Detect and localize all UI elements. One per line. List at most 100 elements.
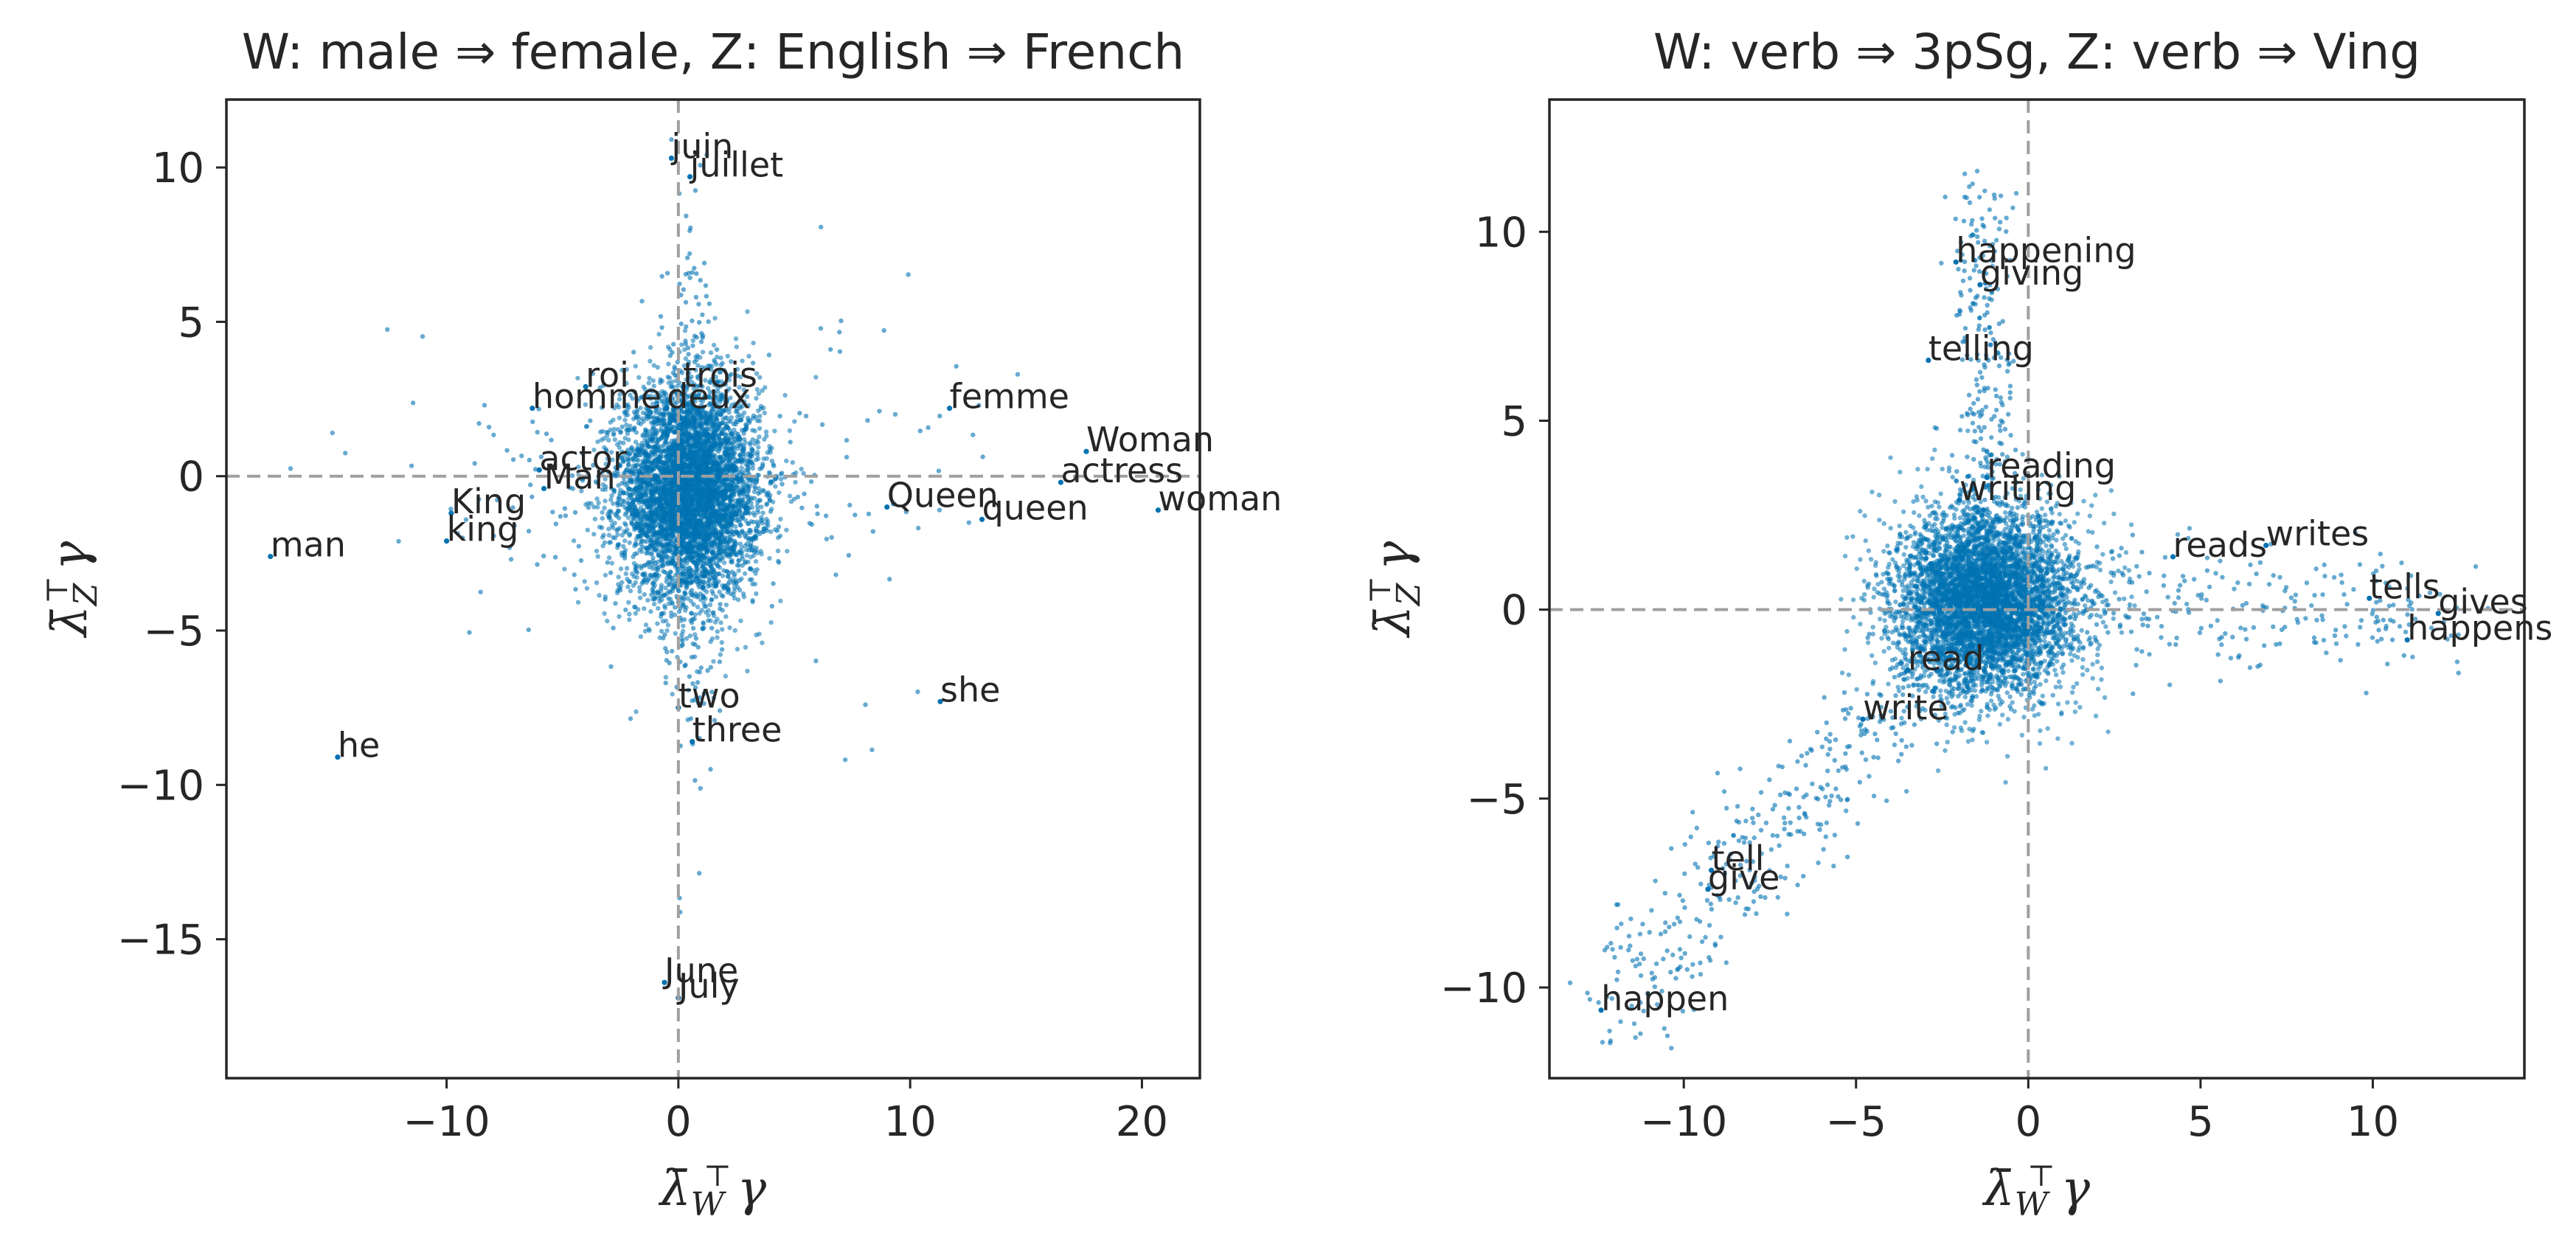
- scatter-point: [683, 356, 689, 361]
- scatter-point: [659, 583, 664, 588]
- scatter-point: [642, 605, 647, 611]
- scatter-point: [760, 521, 765, 526]
- scatter-point: [722, 583, 727, 589]
- scatter-point: [763, 385, 768, 390]
- scatter-point: [602, 505, 607, 511]
- scatter-point: [709, 636, 715, 642]
- scatter-point: [735, 367, 740, 372]
- scatter-point: [721, 548, 726, 553]
- scatter-point: [711, 342, 717, 348]
- scatter-point: [737, 499, 743, 505]
- scatter-point: [624, 422, 629, 428]
- scatter-point: [615, 532, 620, 538]
- scatter-point: [746, 467, 751, 473]
- scatter-point: [633, 611, 639, 616]
- scatter-point: [799, 466, 804, 472]
- scatter-point: [728, 499, 733, 504]
- scatter-point: [629, 445, 635, 450]
- scatter-point: [597, 593, 602, 598]
- scatter-point: [699, 608, 704, 613]
- scatter-point: [646, 381, 651, 386]
- scatter-point: [760, 640, 765, 645]
- scatter-point: [669, 600, 675, 605]
- scatter-point: [644, 515, 649, 521]
- scatter-point: [636, 420, 642, 426]
- scatter-point: [732, 571, 737, 577]
- scatter-point: [640, 433, 645, 439]
- scatter-point: [733, 336, 739, 341]
- scatter-point: [613, 512, 618, 517]
- scatter-point: [756, 529, 762, 535]
- scatter-point: [651, 363, 656, 368]
- scatter-point: [627, 540, 632, 546]
- scatter-point: [719, 428, 725, 434]
- scatter-point: [708, 562, 713, 567]
- scatter-point: [733, 524, 738, 529]
- scatter-point: [656, 454, 662, 460]
- scatter-point: [715, 449, 721, 454]
- scatter-point: [665, 374, 670, 380]
- scatter-point: [611, 426, 617, 432]
- scatter-point: [627, 532, 632, 538]
- scatter-point: [738, 550, 743, 556]
- scatter-point: [611, 525, 616, 530]
- scatter-point: [752, 496, 757, 501]
- scatter-point: [753, 480, 758, 486]
- scatter-point: [705, 386, 711, 391]
- scatter-point: [735, 373, 740, 378]
- scatter-point: [757, 375, 763, 380]
- scatter-point: [732, 628, 737, 633]
- scatter-point: [645, 597, 650, 603]
- scatter-point: [709, 364, 715, 369]
- scatter-point: [664, 579, 669, 584]
- scatter-point: [737, 454, 743, 459]
- scatter-point: [730, 436, 736, 441]
- scatter-point: [787, 428, 793, 434]
- scatter-point: [610, 457, 615, 462]
- scatter-point: [609, 560, 615, 566]
- scatter-point: [666, 480, 671, 485]
- scatter-point: [761, 488, 767, 494]
- scatter-point: [620, 544, 626, 549]
- scatter-point: [630, 396, 635, 401]
- scatter-point: [706, 608, 711, 614]
- scatter-point: [656, 573, 662, 578]
- scatter-point: [637, 595, 643, 600]
- scatter-point: [645, 545, 651, 551]
- scatter-point: [754, 395, 759, 401]
- scatter-point: [622, 417, 628, 423]
- scatter-point: [627, 611, 632, 617]
- scatter-point: [723, 603, 729, 608]
- scatter-point: [648, 504, 653, 510]
- scatter-point: [710, 591, 715, 597]
- scatter-point: [603, 499, 608, 504]
- scatter-point: [644, 487, 650, 492]
- scatter-point: [754, 386, 760, 392]
- scatter-point: [642, 452, 648, 458]
- scatter-point: [679, 342, 684, 347]
- scatter-point: [773, 484, 778, 489]
- scatter-point: [636, 607, 641, 612]
- scatter-point: [606, 437, 611, 443]
- scatter-point: [663, 536, 668, 542]
- scatter-point: [583, 402, 589, 407]
- scatter-point: [617, 496, 622, 502]
- scatter-point: [718, 454, 723, 459]
- scatter-point: [747, 418, 752, 423]
- scatter-point: [617, 392, 622, 397]
- scatter-point: [772, 428, 777, 434]
- scatter-point: [672, 612, 678, 617]
- scatter-point: [650, 597, 656, 602]
- scatter-point: [619, 481, 625, 486]
- scatter-point: [715, 635, 720, 640]
- scatter-point: [611, 490, 617, 495]
- scatter-point: [670, 391, 675, 396]
- scatter-point: [615, 427, 621, 432]
- scatter-point: [642, 437, 648, 442]
- scatter-point: [763, 429, 769, 434]
- scatter-point: [768, 509, 774, 514]
- scatter-point: [757, 434, 762, 440]
- scatter-point: [667, 574, 673, 580]
- scatter-point: [752, 428, 757, 434]
- scatter-point: [707, 558, 712, 563]
